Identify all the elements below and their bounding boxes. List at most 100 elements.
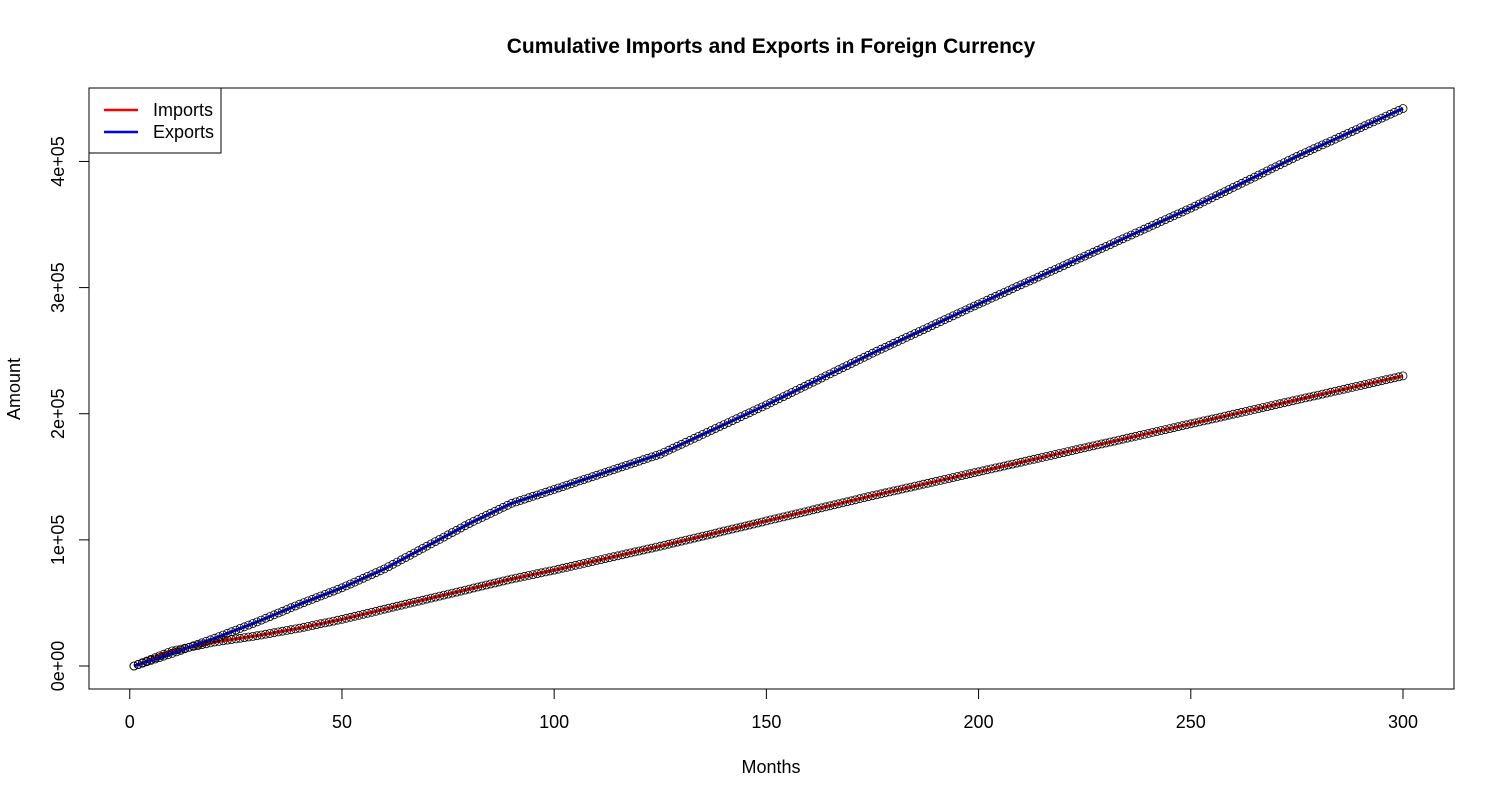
data-point [413,596,423,606]
data-point [524,493,534,503]
data-point [1118,434,1128,444]
data-point [282,605,292,614]
data-point [528,570,538,579]
data-point [757,402,767,412]
data-point [1318,389,1327,399]
data-point [426,539,436,549]
data-point [817,503,826,513]
data-point [1169,211,1179,221]
data-point [596,555,606,564]
data-point [333,615,343,625]
data-point [1177,207,1187,217]
y-axis: 0e+00 1e+05 2e+05 3e+05 4e+05 [48,136,90,691]
data-point [244,632,254,642]
data-point [957,307,966,317]
data-point [392,557,402,567]
series-layer [129,104,1408,671]
data-point [571,560,580,570]
data-point [261,613,271,623]
legend-label-exports: Exports [153,122,214,142]
data-point [1008,459,1017,469]
data-point [889,338,899,348]
data-point [205,635,215,645]
data-point [753,518,763,528]
data-point [256,630,266,640]
data-point [503,575,512,585]
data-point [1339,130,1348,140]
data-point [447,588,457,598]
data-point [307,594,317,604]
data-point [672,441,682,451]
data-point [1216,412,1225,422]
data-point [490,578,500,588]
data-point [766,515,775,525]
data-point [893,336,903,346]
data-point [405,598,415,608]
data-point [1160,425,1170,435]
legend-label-imports: Imports [153,100,213,120]
data-point [1309,144,1319,154]
data-point [1288,396,1298,406]
x-tick-label: 200 [964,712,994,732]
data-point [808,505,818,515]
data-point [362,572,372,581]
data-point [681,535,691,545]
data-point [1131,228,1140,238]
data-point [150,654,160,664]
data-point [1067,446,1077,456]
data-point [316,591,326,601]
data-point [728,524,737,534]
data-point [129,661,139,671]
data-point [588,557,597,566]
data-point [312,620,321,629]
data-point [1245,405,1255,415]
data-point [643,453,652,463]
data-point [155,653,164,662]
data-point [647,452,657,462]
data-point [464,584,474,594]
y-tick-label: 1e+05 [48,515,68,566]
data-point [689,433,699,443]
data-point [609,552,618,562]
data-point [456,523,466,533]
data-point [1199,416,1208,426]
data-point [388,559,398,569]
data-point [1216,189,1225,199]
x-tick-label: 50 [332,712,352,732]
data-point [239,633,249,642]
data-point [600,468,610,477]
legend-box [88,87,222,154]
data-point [1148,427,1157,437]
data-point [507,498,517,508]
data-point [897,484,907,494]
data-point [515,572,525,582]
data-point [1271,162,1281,172]
data-point [481,580,491,590]
data-point [269,628,279,638]
data-point [418,544,428,553]
data-point [1207,414,1217,424]
data-point [1334,132,1344,142]
data-point [184,642,194,652]
data-point [1148,220,1157,230]
data-point [745,408,754,418]
data-point [269,610,279,620]
data-point [473,582,483,592]
data-point [320,618,330,628]
data-point [197,638,207,648]
data-point [868,348,877,358]
data-point [923,323,933,333]
data-point [265,629,275,638]
data-point [511,573,521,583]
data-point [422,594,432,604]
data-point [1220,411,1230,421]
data-point [1097,243,1107,253]
data-point [851,495,860,505]
data-point [948,473,958,482]
data-point [545,486,555,496]
data-point [880,488,890,498]
data-point [282,626,292,635]
data-point [460,521,470,531]
data-point [902,332,911,342]
data-point [401,553,411,562]
